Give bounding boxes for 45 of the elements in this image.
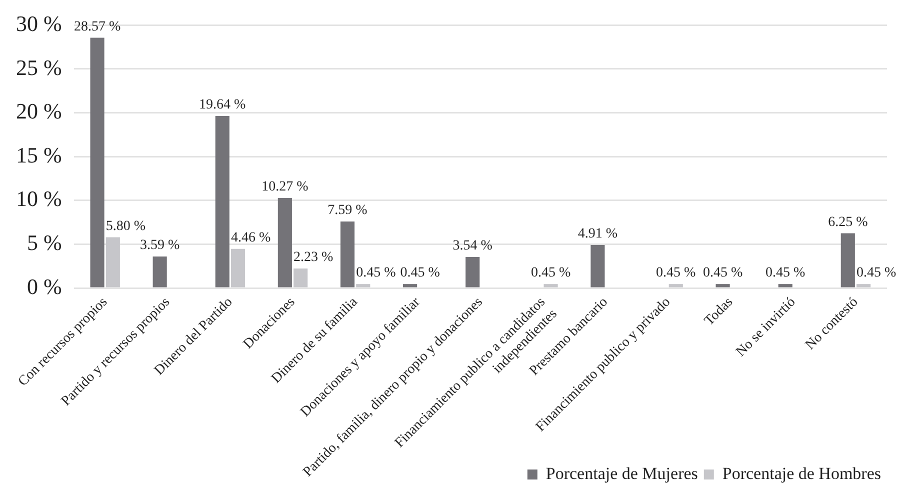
bar <box>294 268 308 288</box>
data-label: 6.25 % <box>828 214 868 230</box>
bar <box>230 248 246 288</box>
bar <box>340 222 355 288</box>
data-label: 28.57 % <box>74 19 121 34</box>
data-label: 0.45 % <box>766 266 806 281</box>
y-tick-label: 0 % <box>27 274 62 299</box>
data-label: 5.80 % <box>106 218 146 234</box>
bar <box>356 284 370 288</box>
data-label: 0.45 % <box>530 266 571 281</box>
y-tick-label: 5 % <box>27 230 62 255</box>
bar <box>590 244 605 288</box>
data-label: 7.59 % <box>328 203 368 218</box>
data-label: 4.91 % <box>578 226 618 242</box>
bar <box>278 198 292 288</box>
data-label: 0.45 % <box>400 266 440 281</box>
bar <box>778 284 792 288</box>
data-label: 10.27 % <box>262 180 309 195</box>
y-tick-label: 25 % <box>16 54 62 80</box>
data-label: 2.23 % <box>294 250 334 266</box>
data-label: 3.59 % <box>140 238 180 254</box>
legend-label: Porcentaje de Hombres <box>722 464 882 483</box>
bar <box>215 116 230 288</box>
data-label: 0.45 % <box>356 266 396 281</box>
bar <box>106 237 120 288</box>
data-label: 0.45 % <box>656 266 696 281</box>
y-tick-label: 10 % <box>16 186 62 212</box>
bar <box>152 256 167 288</box>
data-label: 3.54 % <box>452 238 493 254</box>
y-tick-label: 20 % <box>16 98 62 124</box>
bar <box>716 284 730 288</box>
legend-label: Porcentaje de Mujeres <box>546 464 698 483</box>
bar <box>840 233 855 288</box>
y-tick-label: 30 % <box>16 10 62 36</box>
data-label: 0.45 % <box>702 266 743 281</box>
bar <box>90 38 104 288</box>
bar <box>544 284 558 288</box>
y-tick-label: 15 % <box>16 142 62 168</box>
data-label: 4.46 % <box>230 230 271 246</box>
bar <box>668 284 683 288</box>
bar <box>856 284 871 288</box>
bar <box>466 256 480 288</box>
data-label: 0.45 % <box>856 266 897 281</box>
bar <box>403 284 418 288</box>
data-label: 19.64 % <box>199 98 246 113</box>
